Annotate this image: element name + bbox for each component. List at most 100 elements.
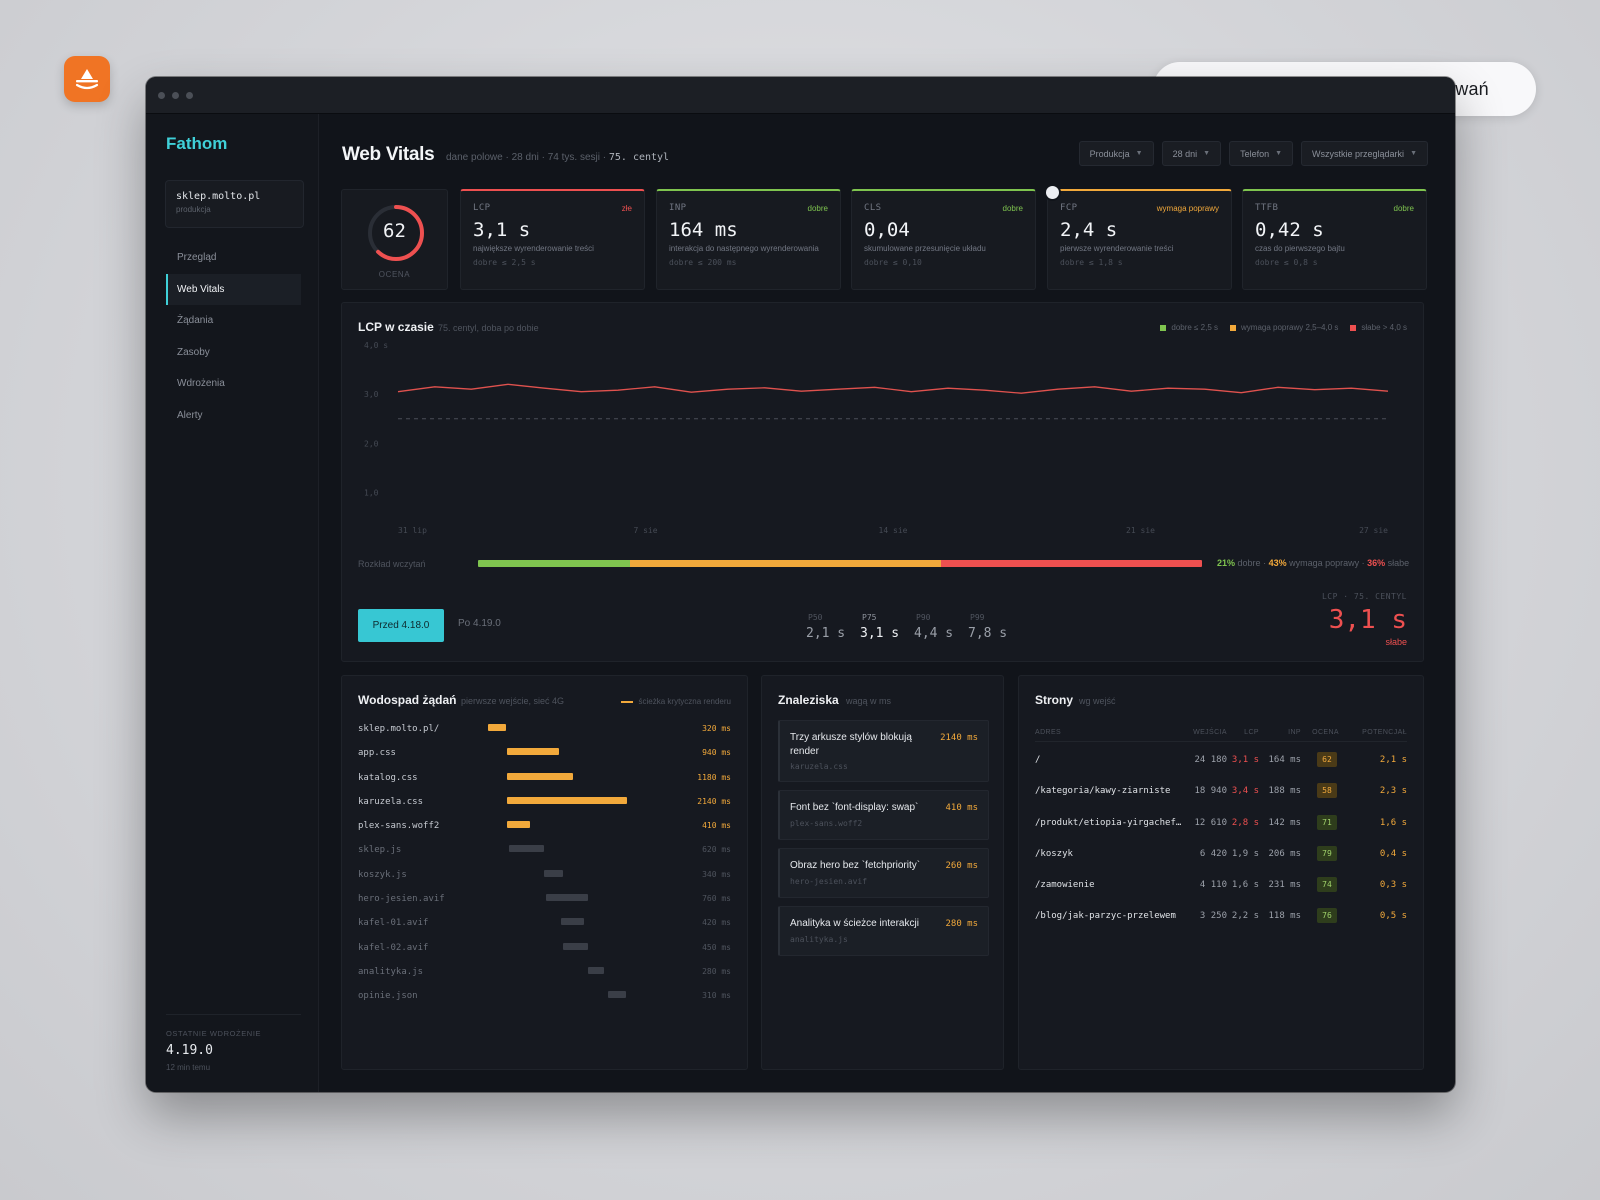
request-timing-bar <box>488 724 506 731</box>
col-header-potential[interactable]: POTENCJAŁ <box>1362 729 1407 736</box>
window-minimize-button[interactable] <box>172 91 179 99</box>
waterfall-panel: Wodospad żądań pierwsze wejście, sieć 4G… <box>341 675 748 1070</box>
waterfall-row[interactable]: sklep.js 620 ms <box>358 843 731 867</box>
metric-card-ttfb[interactable]: TTFB dobre 0,42 s czas do pierwszego baj… <box>1242 189 1427 290</box>
table-row[interactable]: /kategoria/kawy-ziarniste 18 940 3,4 s 188 … <box>1035 777 1407 808</box>
col-header-inp[interactable]: INP <box>1288 729 1301 736</box>
waterfall-row[interactable]: plex-sans.woff2 410 ms <box>358 819 731 843</box>
findings-title: Znaleziska <box>778 693 839 707</box>
col-header-lcp[interactable]: LCP <box>1244 729 1259 736</box>
sidebar-item-alerty[interactable]: Alerty <box>177 409 203 421</box>
waterfall-row[interactable]: koszyk.js 340 ms <box>358 868 731 892</box>
request-timing-bar <box>506 748 560 756</box>
finding-item[interactable]: Analityka w ścieżce interakcji analityka.… <box>778 906 989 956</box>
table-row[interactable]: / 24 180 3,1 s 164 ms 62 2,1 s <box>1035 746 1407 777</box>
y-tick-label: 3,0 <box>364 390 379 399</box>
col-header-visits[interactable]: WEJŚCIA <box>1193 729 1227 736</box>
page-address: /zamowienie <box>1035 880 1095 891</box>
waterfall-row[interactable]: kafel-02.avif 450 ms <box>358 941 731 965</box>
metric-card-cls[interactable]: CLS dobre 0,04 skumulowane przesunięcie … <box>851 189 1036 290</box>
percentile-label: P50 <box>808 613 823 622</box>
distribution-summary: 21% dobre · 43% wymaga poprawy · 36% sła… <box>1217 558 1410 568</box>
before-release-button[interactable]: Przed 4.18.0 <box>358 609 444 642</box>
finding-title: Obraz hero bez `fetchpriority` <box>790 860 921 871</box>
col-header-score[interactable]: OCENA <box>1312 729 1339 736</box>
waterfall-row[interactable]: app.css 940 ms <box>358 746 731 770</box>
chart-title: LCP w czasie <box>358 320 434 334</box>
waterfall-row[interactable]: kafel-01.avif 420 ms <box>358 916 731 940</box>
legend-item-needs: wymaga poprawy 2,5–4,0 s <box>1230 323 1338 332</box>
metric-card-fcp[interactable]: FCP wymaga poprawy 2,4 s pierwsze wyrend… <box>1047 189 1232 290</box>
request-duration: 310 ms <box>702 991 731 1001</box>
page-score-badge: 76 <box>1317 908 1337 924</box>
legend-label: dobre ≤ 2,5 s <box>1171 323 1219 332</box>
page-score-badge: 79 <box>1317 845 1337 861</box>
request-timing-bar <box>507 796 628 804</box>
sidebar-item-web-vitals[interactable]: Web Vitals <box>166 273 301 305</box>
filter-browser[interactable]: Wszystkie przeglądarki ▼ <box>1301 141 1428 166</box>
window-close-button[interactable] <box>158 91 165 99</box>
request-name: app.css <box>358 748 396 759</box>
x-tick-label: 14 sie <box>879 526 908 535</box>
site-env: produkcja <box>176 205 211 214</box>
distribution-label: Rozkład wczytań <box>358 559 426 569</box>
metric-card-inp[interactable]: INP dobre 164 ms interakcja do następneg… <box>656 189 841 290</box>
finding-file: hero-jesien.avif <box>790 876 868 886</box>
sidebar-item-zasoby[interactable]: Zasoby <box>177 346 210 358</box>
finding-title: Font bez `font-display: swap` <box>790 802 919 813</box>
scrub-handle[interactable] <box>1046 186 1059 199</box>
col-header-addr[interactable]: ADRES <box>1035 729 1062 736</box>
sidebar-item-przeglad[interactable]: Przegląd <box>177 252 217 264</box>
x-tick-label: 31 lip <box>398 526 427 535</box>
site-selector[interactable]: sklep.molto.pl produkcja <box>165 180 304 228</box>
page-visits: 3 250 <box>1199 911 1227 922</box>
finding-item[interactable]: Font bez `font-display: swap` plex-sans.w… <box>778 790 989 840</box>
x-tick-label: 7 sie <box>633 526 657 535</box>
filter-device-label: Telefon <box>1240 148 1270 159</box>
lcp-line-chart[interactable]: 4,0 s 3,0 2,0 1,0 31 lip 7 sie 14 sie 21 sie 27 … <box>342 303 1425 543</box>
waterfall-row[interactable]: sklep.molto.pl/320 ms <box>358 722 731 746</box>
metric-status: dobre <box>1002 204 1023 213</box>
filter-period[interactable]: 28 dni ▼ <box>1161 141 1222 166</box>
pages-title: Strony <box>1035 693 1074 707</box>
request-name: sklep.molto.pl/ <box>358 724 440 734</box>
browser-window: Fathom sklep.molto.pl produkcja Przegląd… <box>146 77 1455 1092</box>
waterfall-row[interactable]: hero-jesien.avif 760 ms <box>358 892 731 916</box>
waterfall-row[interactable]: analityka.js 280 ms <box>358 965 731 989</box>
page-potential: 0,5 s <box>1379 911 1407 922</box>
waterfall-row[interactable]: opinie.json 310 ms <box>358 989 731 1013</box>
finding-item[interactable]: Trzy arkusze stylów blokują render karuze… <box>778 720 989 782</box>
table-row[interactable]: /zamowienie 4 110 1,6 s 231 ms 74 0,3 s <box>1035 871 1407 902</box>
table-row[interactable]: /koszyk 6 420 1,9 s 206 ms 79 0,4 s <box>1035 840 1407 871</box>
waterfall-row[interactable]: karuzela.css 2140 ms <box>358 795 731 819</box>
table-row[interactable]: /blog/jak-parzyc-przelewem 3 250 2,2 s 118 … <box>1035 902 1407 933</box>
waterfall-subtitle: pierwsze wejście, sieć 4G <box>461 696 565 706</box>
finding-weight: 410 ms <box>945 803 978 813</box>
filter-device[interactable]: Telefon ▼ <box>1229 141 1294 166</box>
x-tick-label: 21 sie <box>1126 526 1155 535</box>
metric-name: LCP <box>473 203 491 213</box>
metric-card-lcp[interactable]: LCP złe 3,1 s największe wyrenderowanie … <box>460 189 645 290</box>
sidebar-item-zadania[interactable]: Żądania <box>177 315 214 327</box>
findings-list: Trzy arkusze stylów blokują render karuze… <box>778 720 989 964</box>
filter-environment[interactable]: Produkcja ▼ <box>1078 141 1154 166</box>
finding-item[interactable]: Obraz hero bez `fetchpriority` hero-jesie… <box>778 848 989 898</box>
lcp-centile-status: słabe <box>1385 637 1407 647</box>
finding-title: Trzy arkusze stylów blokują render <box>790 732 912 757</box>
sidebar-item-wdrozenia[interactable]: Wdrożenia <box>177 378 225 390</box>
window-maximize-button[interactable] <box>186 91 193 99</box>
request-duration: 940 ms <box>702 748 731 758</box>
pages-table-body: / 24 180 3,1 s 164 ms 62 2,1 s/kategoria/kawy… <box>1035 746 1407 934</box>
after-release-button[interactable]: Po 4.19.0 <box>458 618 501 629</box>
page-potential: 2,3 s <box>1379 786 1407 797</box>
chevron-down-icon: ▼ <box>1410 150 1417 157</box>
waterfall-legend-label: ścieżka krytyczna renderu <box>638 697 731 706</box>
metric-threshold: dobre ≤ 2,5 s <box>473 257 536 267</box>
brand-logo[interactable]: Fathom <box>166 134 228 153</box>
table-row[interactable]: /produkt/etiopia-yirgachef… 12 610 2,8 s 14… <box>1035 809 1407 840</box>
metric-name: FCP <box>1060 203 1078 213</box>
waterfall-row[interactable]: katalog.css 1180 ms <box>358 771 731 795</box>
finding-weight: 280 ms <box>945 919 978 929</box>
page-score-badge: 71 <box>1317 814 1337 830</box>
y-tick-label: 2,0 <box>364 439 379 448</box>
